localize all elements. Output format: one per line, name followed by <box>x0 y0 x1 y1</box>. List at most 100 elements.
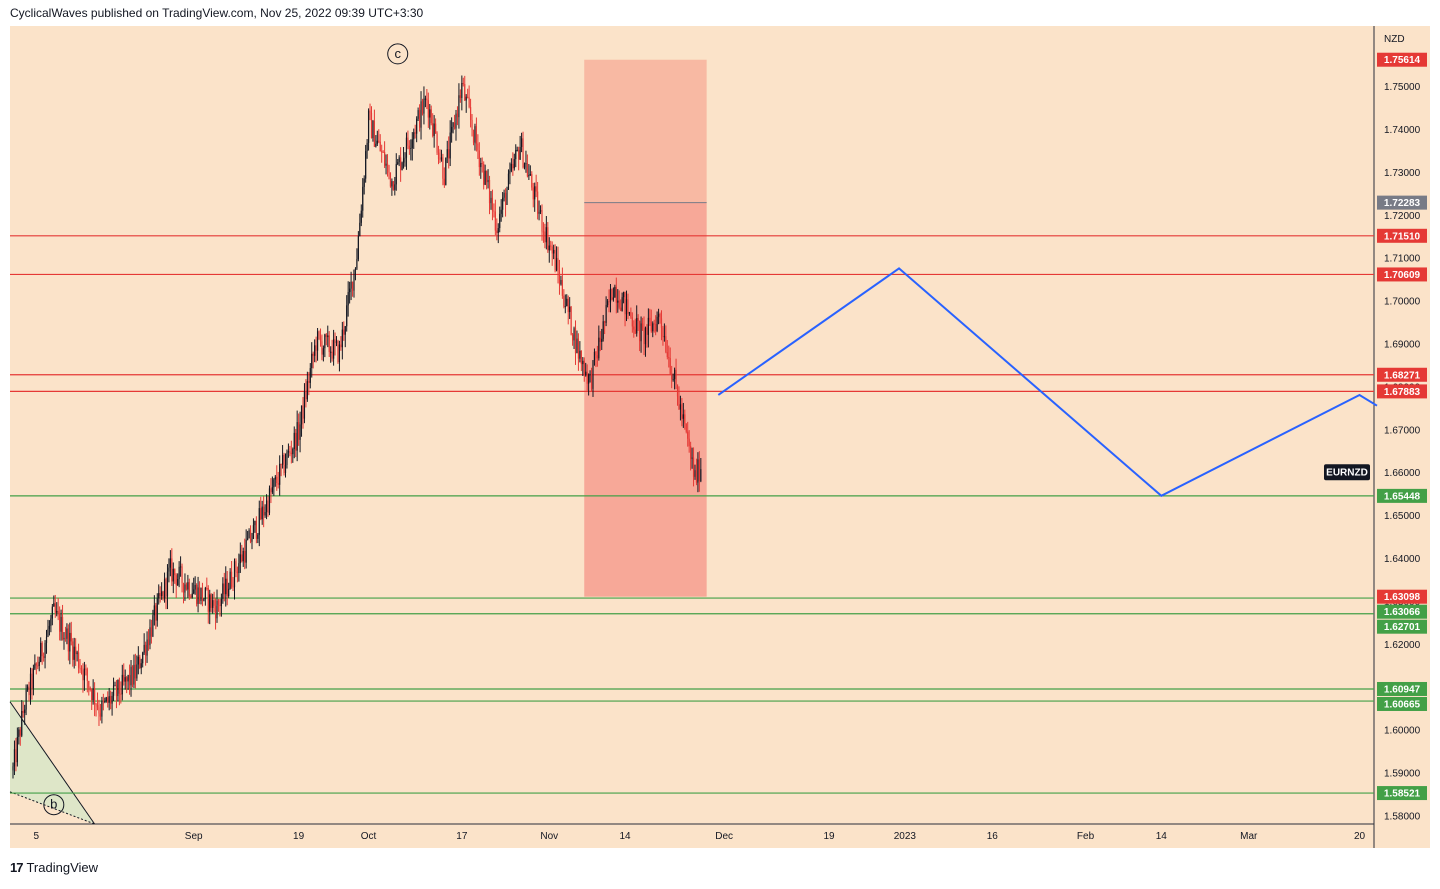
candle-body <box>620 307 622 311</box>
symbol-tag-text: EURNZD <box>1326 468 1368 479</box>
candle-body <box>322 348 324 355</box>
candle-body <box>85 668 87 670</box>
candle-body <box>77 652 80 668</box>
projection-path <box>717 267 1378 497</box>
candle-body <box>512 163 514 169</box>
candle-body <box>472 130 475 143</box>
candle-body <box>692 457 695 477</box>
candle-body <box>28 686 30 696</box>
candle-body <box>54 603 56 613</box>
candle-body <box>245 539 247 563</box>
candle-body <box>449 132 451 159</box>
candle-body <box>414 132 416 134</box>
candle-body <box>303 391 306 419</box>
candle-body <box>344 326 346 335</box>
candle-body <box>146 639 148 656</box>
candle-body <box>123 674 125 682</box>
candle-body <box>188 582 190 597</box>
candle-body <box>41 642 43 657</box>
candle-body <box>653 323 655 325</box>
candle-body <box>172 568 174 582</box>
candle-body <box>279 463 281 485</box>
candle-body <box>18 729 20 738</box>
candle-body <box>579 350 581 359</box>
candle-body <box>155 605 157 621</box>
tradingview-brand[interactable]: TradingView <box>26 859 99 875</box>
time-tick-label: Feb <box>1077 831 1095 842</box>
candle-body <box>370 112 373 139</box>
candle-body <box>102 700 104 702</box>
price-tick-label: 1.69000 <box>1384 339 1421 350</box>
candle-body <box>296 422 298 451</box>
candle-body <box>341 329 343 348</box>
candle-body <box>625 299 628 315</box>
candle-body <box>550 245 552 247</box>
candle-body <box>134 664 137 679</box>
candle-body <box>679 404 682 410</box>
candle-body <box>53 603 55 607</box>
tradingview-footer[interactable]: 17 TradingView <box>10 858 98 876</box>
candle-body <box>469 107 472 120</box>
candle-body <box>378 140 380 142</box>
candle-body <box>308 381 310 383</box>
candle-body <box>162 591 164 599</box>
candle-body <box>357 236 359 260</box>
candle-body <box>416 118 418 134</box>
candle-body <box>258 508 260 535</box>
candle-body <box>569 306 571 313</box>
candle-body <box>388 165 390 173</box>
candle-body <box>29 673 32 696</box>
candle-body <box>107 697 109 703</box>
candle-body <box>281 454 284 465</box>
candle-body <box>353 270 355 291</box>
time-tick-label: 20 <box>1354 831 1366 842</box>
candle-body <box>63 637 65 640</box>
candle-body <box>57 610 59 614</box>
candle-body <box>156 598 158 621</box>
candle-body <box>518 149 520 160</box>
price-tick-label: 1.73000 <box>1384 168 1421 179</box>
price-label-box <box>1377 367 1427 382</box>
candle-body <box>59 613 61 632</box>
candle-body <box>120 693 122 695</box>
candle-body <box>487 179 489 183</box>
candle-body <box>50 618 52 626</box>
candle-body <box>510 163 512 171</box>
candle-body <box>367 110 370 143</box>
candle-body <box>327 335 329 338</box>
candle-body <box>261 506 263 520</box>
candle-body <box>429 109 431 118</box>
candle-body <box>32 668 35 689</box>
candle-body <box>346 305 348 327</box>
candle-body <box>247 538 249 540</box>
candle-body <box>230 571 233 587</box>
time-tick-label: Dec <box>715 831 733 842</box>
candle-body <box>410 147 412 149</box>
candle-body <box>273 479 275 488</box>
candle-body <box>671 373 673 380</box>
candle-body <box>111 695 113 704</box>
price-tick-label: 1.64000 <box>1384 554 1421 565</box>
tradingview-logo-icon[interactable]: 17 <box>10 859 24 875</box>
candle-body <box>426 98 428 101</box>
candle-body <box>257 534 259 539</box>
candle-body <box>525 163 527 165</box>
candle-body <box>547 227 549 251</box>
target-zone-lower <box>584 202 707 597</box>
candle-body <box>150 627 153 637</box>
candle-body <box>688 438 690 447</box>
candle-body <box>588 374 590 384</box>
candle-body <box>89 687 91 690</box>
candle-body <box>286 452 288 465</box>
candle-body <box>554 249 556 271</box>
candle-body <box>118 679 120 694</box>
candle-body <box>493 210 495 212</box>
time-axis-group: 5 Sep 19 Oct 17 Nov 14 Dec 19 2023 16 Feb 14 Mar 20 <box>34 831 1366 842</box>
candle-body <box>643 328 645 345</box>
price-axis-group: NZD 1.580001.590001.600001.610001.620001… <box>1377 34 1427 822</box>
candle-body <box>190 596 192 598</box>
candle-body <box>165 578 167 597</box>
candle-body <box>325 334 327 338</box>
